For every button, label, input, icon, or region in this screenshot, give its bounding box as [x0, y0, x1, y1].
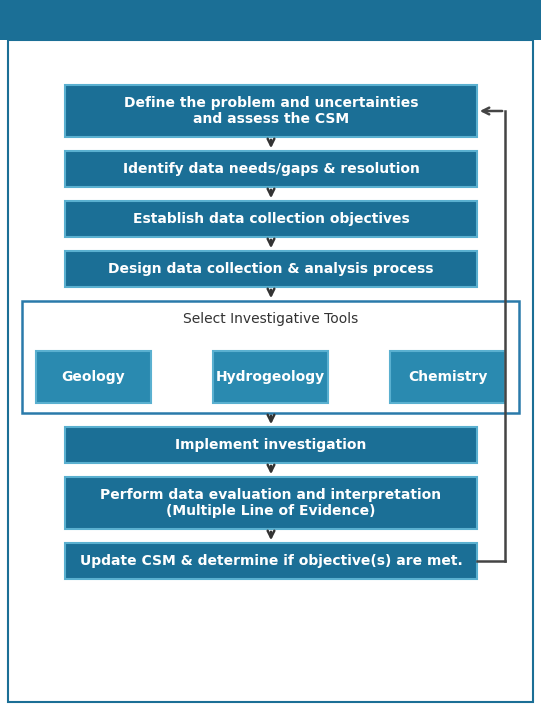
Bar: [65, 543, 477, 579]
Bar: [65, 427, 477, 463]
Text: Perform data evaluation and interpretation
(Multiple Line of Evidence): Perform data evaluation and interpretati…: [101, 488, 441, 518]
Bar: [22, 301, 519, 413]
Text: Design data collection & analysis process: Design data collection & analysis proces…: [108, 262, 434, 276]
Bar: [65, 85, 477, 137]
Bar: [390, 351, 505, 403]
Text: Identify data needs/gaps & resolution: Identify data needs/gaps & resolution: [123, 162, 419, 176]
Bar: [65, 201, 477, 237]
Bar: [213, 351, 328, 403]
Bar: [65, 151, 477, 187]
Bar: [65, 251, 477, 287]
Bar: [65, 477, 477, 529]
Text: Implement investigation: Implement investigation: [175, 438, 367, 452]
Bar: [0, 0, 541, 40]
Text: Establish data collection objectives: Establish data collection objectives: [133, 212, 410, 226]
Text: Hydrogeology: Hydrogeology: [216, 370, 325, 384]
Text: Update CSM & determine if objective(s) are met.: Update CSM & determine if objective(s) a…: [80, 554, 463, 568]
Text: Geology: Geology: [62, 370, 126, 384]
Text: Integrated Site Characterization: Integrated Site Characterization: [93, 11, 448, 30]
Text: Define the problem and uncertainties
and assess the CSM: Define the problem and uncertainties and…: [124, 96, 418, 126]
Text: Select Investigative Tools: Select Investigative Tools: [183, 312, 358, 326]
Bar: [36, 351, 151, 403]
Text: Chemistry: Chemistry: [408, 370, 487, 384]
